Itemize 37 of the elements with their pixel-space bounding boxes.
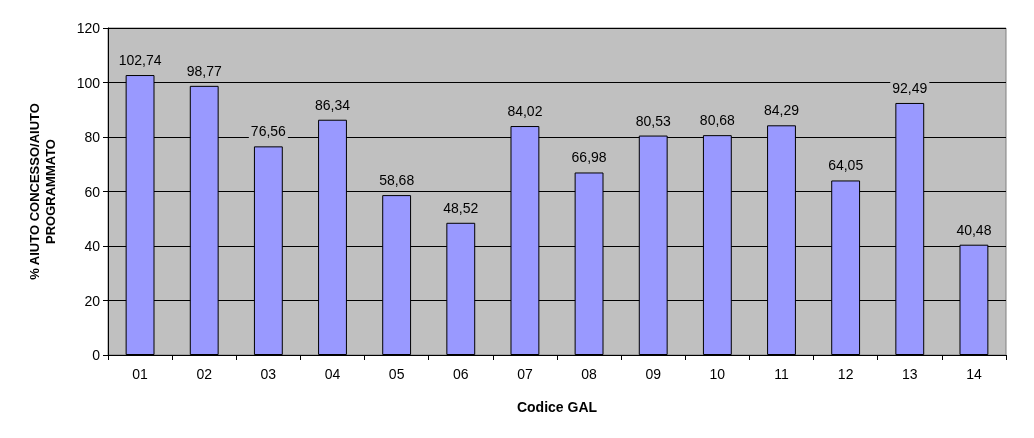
x-tick-label: 01 xyxy=(132,366,149,382)
x-tick-label: 05 xyxy=(388,366,405,382)
data-label: 102,74 xyxy=(118,52,162,69)
data-label: 48,52 xyxy=(443,199,479,216)
x-tick-label: 11 xyxy=(774,366,789,382)
y-tick-label: 100 xyxy=(76,74,101,91)
data-label: 92,49 xyxy=(892,79,928,96)
x-tick-label: 12 xyxy=(837,366,854,382)
x-tick-label: 03 xyxy=(260,366,277,382)
data-label: 80,68 xyxy=(699,112,736,129)
data-label: 76,56 xyxy=(250,123,287,140)
x-tick-label: 08 xyxy=(581,366,598,382)
data-label: 84,29 xyxy=(763,102,800,119)
y-tick-label: 40 xyxy=(84,238,101,254)
data-label: 98,77 xyxy=(186,62,222,79)
y-tick-label: 120 xyxy=(76,20,101,36)
x-tick-label: 02 xyxy=(196,366,213,382)
x-tick-label: 06 xyxy=(453,366,469,382)
x-tick-label: 14 xyxy=(966,366,982,382)
data-label: 58,68 xyxy=(379,172,415,189)
y-tick-label: 0 xyxy=(92,347,101,363)
y-tick-label: 80 xyxy=(84,129,101,145)
data-label: 64,05 xyxy=(828,157,864,174)
x-tick-label: 07 xyxy=(517,366,533,382)
y-tick-label: 20 xyxy=(84,292,101,309)
x-tick-label: 09 xyxy=(645,366,662,382)
data-label: 84,02 xyxy=(507,103,543,120)
data-label: 40,48 xyxy=(956,221,992,238)
data-label: 80,53 xyxy=(635,112,671,129)
x-tick-label: 10 xyxy=(709,366,726,382)
data-label: 86,34 xyxy=(314,96,351,113)
x-axis-title: Codice GAL xyxy=(516,399,598,415)
x-tick-label: 13 xyxy=(902,366,918,382)
data-label: 66,98 xyxy=(571,149,607,166)
y-axis-title: % AIUTO CONCESSO/AIUTO PROGRAMMATO xyxy=(26,103,58,280)
x-tick-label: 04 xyxy=(324,366,341,382)
y-tick-label: 60 xyxy=(84,183,101,200)
